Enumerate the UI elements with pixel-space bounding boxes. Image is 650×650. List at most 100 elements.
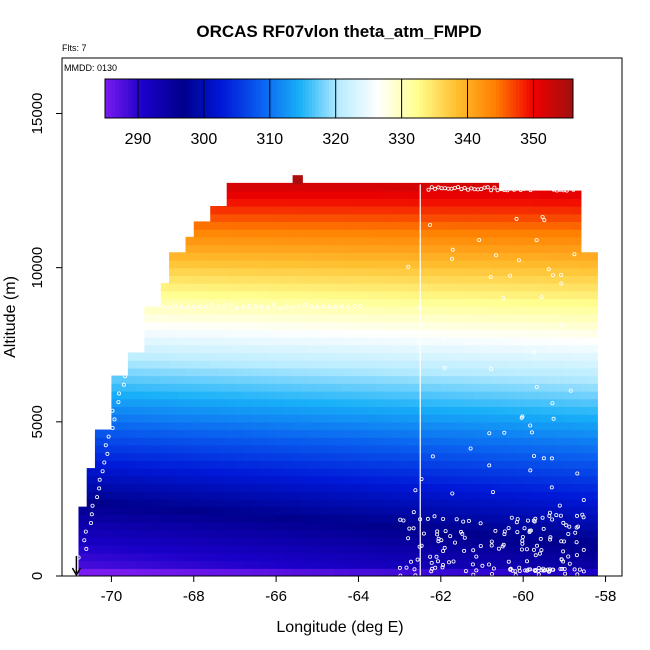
colorbar-segment <box>385 79 390 118</box>
heatmap-cell <box>482 529 491 539</box>
heatmap-cell <box>259 529 269 539</box>
colorbar-segment <box>342 79 347 118</box>
heatmap-cell <box>185 344 195 354</box>
heatmap-cell <box>498 398 508 408</box>
heatmap-cell <box>589 506 598 515</box>
heatmap-cell <box>482 313 491 323</box>
heatmap-cell <box>259 352 269 361</box>
observation-point <box>532 453 537 458</box>
heatmap-cell <box>152 475 162 485</box>
heatmap-cell <box>374 267 384 276</box>
heatmap-cell <box>424 259 434 269</box>
heatmap-cell <box>185 429 195 438</box>
heatmap-cell <box>531 398 541 408</box>
heatmap-cell <box>309 398 318 408</box>
heatmap-cell <box>572 398 582 408</box>
heatmap-cell <box>276 560 285 569</box>
heatmap-cell <box>292 460 302 469</box>
heatmap-cell <box>325 252 335 261</box>
heatmap-cell <box>490 198 500 207</box>
heatmap-cell <box>300 406 310 415</box>
heatmap-cell <box>309 352 318 361</box>
heatmap-cell <box>391 437 401 446</box>
heatmap-cell <box>506 236 516 246</box>
heatmap-cell <box>309 514 318 523</box>
heatmap-cell <box>309 406 318 415</box>
heatmap-cell <box>490 514 500 523</box>
heatmap-cell <box>243 483 253 492</box>
heatmap-cell <box>366 452 376 461</box>
heatmap-cell <box>136 444 145 454</box>
heatmap-cell <box>127 568 137 576</box>
heatmap-cell <box>531 360 541 369</box>
heatmap-cell <box>482 475 491 485</box>
heatmap-cell <box>292 545 302 554</box>
heatmap-cell <box>383 383 393 392</box>
heatmap-cell <box>514 360 524 369</box>
heatmap-cell <box>350 344 360 354</box>
heatmap-cell <box>342 391 351 400</box>
heatmap-cell <box>300 545 310 554</box>
heatmap-cell <box>103 568 113 576</box>
heatmap-cell <box>457 552 467 562</box>
heatmap-cell <box>317 545 327 554</box>
heatmap-cell <box>465 221 475 230</box>
heatmap-cell <box>185 383 195 392</box>
heatmap-cell <box>234 568 244 576</box>
heatmap-cell <box>234 182 244 192</box>
heatmap-cell <box>251 506 261 515</box>
heatmap-cell <box>449 383 458 392</box>
observation-point <box>471 572 476 576</box>
heatmap-cell <box>506 321 516 330</box>
heatmap-cell <box>498 306 508 315</box>
heatmap-cell <box>169 375 178 384</box>
heatmap-cell <box>523 545 533 554</box>
heatmap-cell <box>531 252 541 261</box>
heatmap-cell <box>498 352 508 361</box>
heatmap-cell <box>465 360 475 369</box>
heatmap-cell <box>342 344 351 354</box>
colorbar-segment <box>442 79 447 118</box>
colorbar-segment <box>115 79 119 118</box>
heatmap-cell <box>457 460 467 469</box>
heatmap-cell <box>473 475 483 485</box>
heatmap-cell <box>547 514 557 523</box>
heatmap-cell <box>407 406 417 415</box>
observation-point <box>97 486 102 491</box>
heatmap-cell <box>449 221 458 230</box>
heatmap-cell <box>432 514 442 523</box>
observation-point <box>542 218 547 223</box>
heatmap-cell <box>556 375 565 384</box>
heatmap-cell <box>193 468 203 477</box>
heatmap-cell <box>391 259 401 269</box>
heatmap-cell <box>300 206 310 215</box>
heatmap-cell <box>482 283 491 292</box>
heatmap-cell <box>234 383 244 392</box>
heatmap-cell <box>449 444 458 454</box>
heatmap-cell <box>498 383 508 392</box>
heatmap-cell <box>514 429 524 438</box>
heatmap-cell <box>482 452 491 461</box>
observation-point <box>538 185 543 190</box>
colorbar-segment <box>295 79 300 118</box>
heatmap-cell <box>309 236 318 246</box>
heatmap-cell <box>202 344 211 354</box>
colorbar-segment <box>492 79 497 118</box>
heatmap-cell <box>399 529 409 539</box>
heatmap-cell <box>523 498 533 508</box>
heatmap-cell <box>309 483 318 492</box>
colorbar-segment <box>148 79 153 118</box>
heatmap-cell <box>399 283 409 292</box>
heatmap-cell <box>514 337 524 346</box>
observation-point <box>566 532 571 537</box>
heatmap-cell <box>218 267 228 276</box>
colorbar-segment <box>372 79 377 118</box>
heatmap-cell <box>333 437 343 446</box>
heatmap-cell <box>226 367 236 377</box>
heatmap-cell <box>226 483 236 492</box>
observation-point <box>519 547 524 552</box>
heatmap-cell <box>366 375 376 384</box>
heatmap-cell <box>325 337 335 346</box>
heatmap-cell <box>218 483 228 492</box>
observation-point <box>339 304 344 309</box>
